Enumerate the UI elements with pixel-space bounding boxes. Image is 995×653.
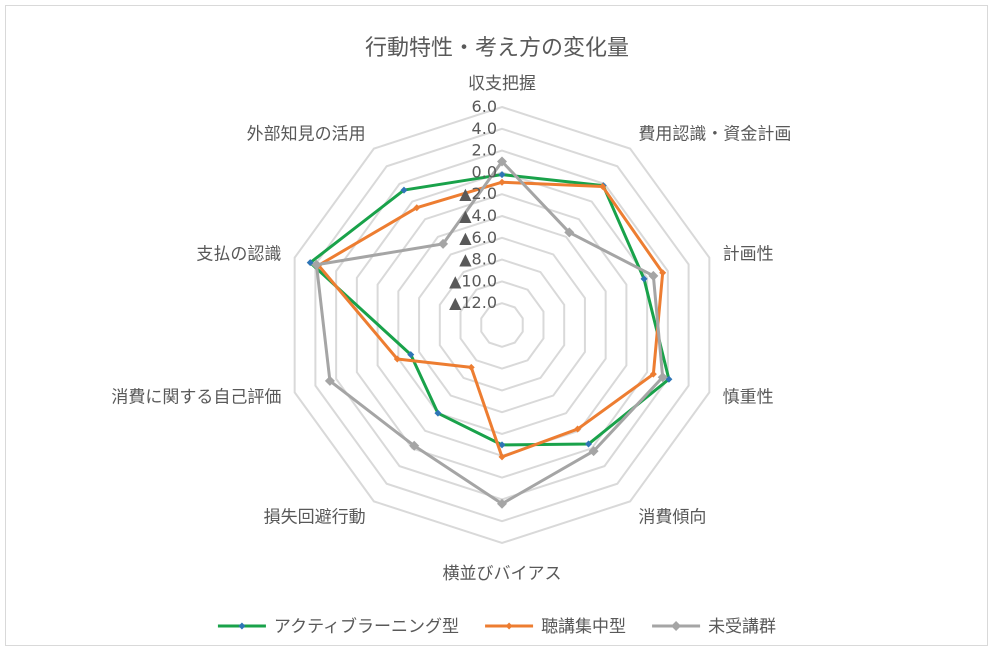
grid-ring	[418, 236, 586, 414]
series-not-attended-marker	[497, 156, 507, 167]
series-not-attended-marker	[657, 372, 668, 383]
series-not-attended-marker	[409, 440, 420, 451]
series-active-learning-marker	[434, 409, 442, 417]
category-label: 外部知見の活用	[247, 124, 366, 144]
series-lecture-focused-marker	[413, 204, 421, 212]
series-not-attended-marker	[564, 227, 575, 238]
category-label: 費用認識・資金計画	[638, 124, 791, 144]
tick-label: 2.0	[472, 141, 497, 160]
legend-label: アクティブラーニング型	[274, 616, 459, 637]
series-lecture-focused-marker	[574, 425, 582, 433]
grid-ring	[397, 214, 607, 436]
grid-ring	[293, 105, 711, 545]
series-lecture-focused-marker	[467, 363, 475, 371]
tick-label: ▲8.0	[459, 250, 497, 269]
series-lecture-focused-marker	[498, 453, 506, 461]
series-not-attended-marker	[311, 259, 322, 270]
tick-label: 4.0	[472, 119, 497, 138]
radial-axis-ticks: 6.0 4.0 2.0 0.0 ▲2.0 ▲4.0 ▲6.0 ▲8.0 ▲10.0 ▲12.0	[449, 97, 497, 312]
legend-item: 未受講群	[652, 617, 776, 637]
grid-ring	[376, 193, 628, 457]
series-lecture-focused-marker	[659, 269, 667, 277]
series-lecture-focused-marker	[393, 355, 401, 363]
category-label: 収支把握	[468, 74, 536, 94]
grid-ring	[438, 258, 566, 392]
legend-item: アクティブラーニング型	[217, 616, 459, 637]
legend-label: 未受講群	[708, 617, 776, 637]
tick-label: 6.0	[472, 97, 497, 116]
series-active-learning-marker	[498, 171, 506, 179]
category-label: 消費に関する自己評価	[111, 388, 281, 408]
legend-item: 聴講集中型	[485, 617, 626, 637]
legend-label: 聴講集中型	[541, 617, 626, 637]
category-label: 支払の認識	[196, 244, 281, 264]
series-active-learning	[306, 171, 673, 449]
grid-ring	[314, 127, 690, 523]
tick-label: ▲10.0	[449, 271, 497, 290]
grid-ring	[459, 280, 545, 370]
category-label: 消費傾向	[638, 508, 706, 528]
category-label: 横並びバイアス	[443, 564, 562, 584]
tick-label: ▲4.0	[459, 206, 497, 225]
series-lecture-focused-marker	[498, 178, 506, 186]
tick-label: ▲12.0	[449, 293, 497, 312]
legend: アクティブラーニング型 聴講集中型 未受講群	[217, 616, 776, 637]
series-active-learning-marker	[640, 275, 648, 283]
grid-ring	[480, 302, 524, 348]
series-lecture-focused-marker	[649, 370, 657, 378]
series-not-attended	[311, 156, 668, 509]
series-active-learning-marker	[400, 186, 408, 194]
series-not-attended-marker	[438, 238, 449, 249]
tick-label: 0.0	[472, 162, 497, 181]
series-not-attended-marker	[324, 375, 335, 386]
chart-area	[5, 5, 988, 646]
series-lecture-focused-marker	[599, 183, 607, 191]
series-not-attended-marker	[648, 270, 659, 281]
series-active-learning-marker	[584, 440, 592, 448]
category-label: 損失回避行動	[264, 508, 366, 528]
tick-label: ▲6.0	[459, 228, 497, 247]
series-layer	[306, 156, 673, 509]
series-active-learning-marker	[498, 441, 506, 449]
legend-marker	[238, 622, 246, 630]
series-not-attended-marker	[497, 498, 507, 509]
category-label: 慎重性	[723, 388, 774, 408]
tick-label: ▲2.0	[459, 184, 497, 203]
series-not-attended-marker	[588, 446, 599, 457]
chart-title: 行動特性・考え方の変化量	[365, 36, 629, 61]
grid-ring	[355, 171, 649, 479]
legend-marker	[671, 621, 682, 631]
legend-marker	[505, 622, 513, 630]
category-label: 計画性	[723, 244, 774, 264]
series-active-learning-marker	[407, 351, 415, 359]
